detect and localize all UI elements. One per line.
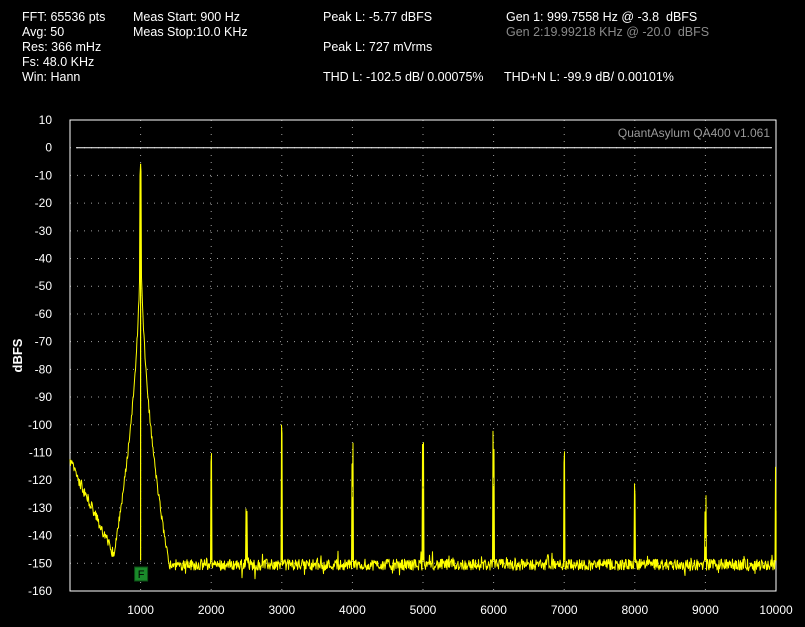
y-tick-label: -160 xyxy=(28,584,52,598)
y-axis-label: dBFS xyxy=(10,338,25,372)
watermark-label: QuantAsylum QA400 v1.061 xyxy=(618,126,770,140)
x-tick-label: 1000 xyxy=(127,603,154,617)
x-tick-label: 2000 xyxy=(198,603,225,617)
sample-rate-readout: Fs: 48.0 KHz xyxy=(22,55,95,69)
x-tick-label: 8000 xyxy=(621,603,648,617)
generator-2-readout: Gen 2:19.99218 KHz @ -20.0 dBFS xyxy=(506,25,710,39)
meas-start-readout: Meas Start: 900 Hz xyxy=(133,10,240,24)
y-tick-label: -20 xyxy=(35,196,53,210)
x-tick-label: 10000 xyxy=(759,603,793,617)
x-tick-label: 7000 xyxy=(551,603,578,617)
overlay-layer: QuantAsylum QA400 v1.061 F xyxy=(134,126,770,582)
y-tick-label: -150 xyxy=(28,556,52,570)
y-tick-label: -120 xyxy=(28,473,52,487)
generator-1-readout: Gen 1: 999.7558 Hz @ -3.8 dBFS xyxy=(506,10,698,24)
averaging-readout: Avg: 50 xyxy=(22,25,65,39)
y-tick-label: -80 xyxy=(35,362,53,376)
y-tick-label: -60 xyxy=(35,307,53,321)
spectrum-trace-layer xyxy=(69,163,777,580)
y-tick-label: -10 xyxy=(35,168,53,182)
fundamental-marker xyxy=(134,566,149,582)
y-tick-label: 10 xyxy=(39,113,53,127)
y-tick-label: -50 xyxy=(35,279,53,293)
meas-stop-readout: Meas Stop:10.0 KHz xyxy=(133,25,248,39)
x-tick-label: 4000 xyxy=(339,603,366,617)
y-tick-label: -130 xyxy=(28,501,52,515)
x-tick-label: 9000 xyxy=(692,603,719,617)
fft-size-readout: FFT: 65536 pts xyxy=(22,10,106,24)
y-tick-label: -90 xyxy=(35,390,53,404)
y-tick-label: -30 xyxy=(35,224,53,238)
thdn-readout: THD+N L: -99.9 dB/ 0.00101% xyxy=(504,70,674,84)
y-tick-label: -40 xyxy=(35,252,53,266)
peak-vrms-readout: Peak L: 727 mVrms xyxy=(323,40,433,54)
y-tick-label: 0 xyxy=(45,141,52,155)
y-tick-label: -100 xyxy=(28,418,52,432)
tick-labels: 10 0 -10 -20 -30 -40 -50 -60 -70 -80 -90 -100 -110 -1… xyxy=(10,113,793,617)
fundamental-marker-label: F xyxy=(138,569,145,581)
y-tick-label: -70 xyxy=(35,335,53,349)
x-tick-label: 5000 xyxy=(410,603,437,617)
y-tick-label: -110 xyxy=(29,445,52,459)
window-readout: Win: Hann xyxy=(22,70,81,84)
y-tick-label: -140 xyxy=(28,529,52,543)
spectrum-trace xyxy=(69,165,777,580)
plot-frame xyxy=(69,119,777,592)
thd-readout: THD L: -102.5 dB/ 0.00075% xyxy=(323,70,484,84)
resolution-readout: Res: 366 mHz xyxy=(22,40,102,54)
peak-dbfs-readout: Peak L: -5.77 dBFS xyxy=(323,10,433,24)
x-tick-label: 3000 xyxy=(268,603,295,617)
x-tick-label: 6000 xyxy=(480,603,507,617)
